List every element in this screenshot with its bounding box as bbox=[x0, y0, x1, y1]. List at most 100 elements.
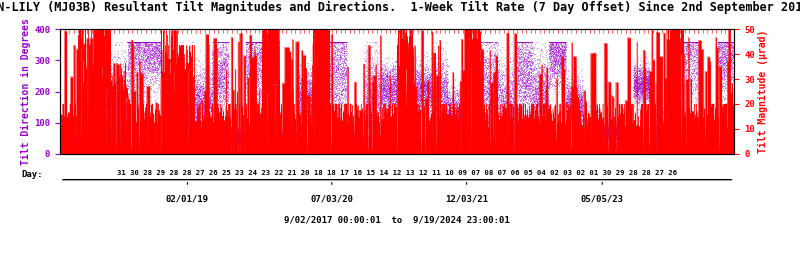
Point bbox=[370, 125, 382, 129]
Point bbox=[102, 85, 115, 89]
Point bbox=[633, 80, 646, 84]
Point bbox=[621, 125, 634, 129]
Point bbox=[496, 120, 509, 124]
Point bbox=[574, 103, 587, 107]
Point bbox=[450, 125, 462, 130]
Point bbox=[240, 52, 253, 57]
Point bbox=[578, 132, 590, 136]
Point bbox=[338, 44, 351, 48]
Point bbox=[200, 93, 213, 98]
Point bbox=[726, 40, 738, 44]
Point bbox=[438, 84, 450, 88]
Point bbox=[265, 44, 278, 48]
Point bbox=[321, 75, 334, 79]
Point bbox=[468, 69, 481, 73]
Point bbox=[386, 99, 399, 103]
Point bbox=[530, 92, 542, 96]
Point bbox=[76, 134, 89, 138]
Point bbox=[269, 40, 282, 44]
Point bbox=[122, 77, 135, 81]
Point bbox=[546, 49, 558, 53]
Point bbox=[251, 40, 264, 44]
Point bbox=[451, 83, 464, 87]
Point bbox=[340, 132, 353, 136]
Point bbox=[342, 134, 354, 138]
Point bbox=[522, 76, 534, 80]
Point bbox=[171, 121, 184, 125]
Point bbox=[309, 97, 322, 101]
Point bbox=[462, 40, 475, 44]
Point bbox=[463, 82, 476, 86]
Point bbox=[68, 129, 81, 133]
Point bbox=[62, 140, 75, 144]
Point bbox=[425, 95, 438, 99]
Point bbox=[255, 72, 268, 76]
Point bbox=[622, 128, 635, 132]
Point bbox=[491, 81, 504, 85]
Point bbox=[241, 66, 254, 70]
Point bbox=[63, 144, 76, 148]
Point bbox=[237, 139, 250, 143]
Point bbox=[96, 53, 109, 57]
Point bbox=[192, 94, 205, 98]
Point bbox=[401, 133, 414, 137]
Point bbox=[85, 142, 98, 146]
Point bbox=[642, 78, 655, 82]
Point bbox=[176, 111, 189, 115]
Point bbox=[135, 47, 148, 51]
Point bbox=[216, 43, 229, 47]
Point bbox=[152, 51, 165, 55]
Point bbox=[308, 104, 321, 109]
Point bbox=[240, 52, 253, 56]
Point bbox=[473, 73, 486, 77]
Point bbox=[670, 148, 683, 152]
Point bbox=[590, 130, 603, 134]
Point bbox=[154, 40, 166, 44]
Point bbox=[314, 98, 327, 102]
Point bbox=[255, 52, 268, 56]
Point bbox=[618, 129, 630, 133]
Point bbox=[672, 131, 685, 135]
Point bbox=[276, 132, 289, 136]
Point bbox=[663, 148, 676, 152]
Point bbox=[213, 48, 226, 52]
Point bbox=[505, 138, 518, 142]
Point bbox=[495, 111, 508, 115]
Point bbox=[158, 134, 170, 138]
Point bbox=[101, 44, 114, 48]
Point bbox=[533, 79, 546, 83]
Point bbox=[514, 104, 526, 109]
Point bbox=[455, 106, 468, 110]
Point bbox=[696, 141, 709, 145]
Point bbox=[181, 127, 194, 131]
Point bbox=[234, 126, 246, 131]
Point bbox=[449, 122, 462, 126]
Point bbox=[678, 152, 690, 156]
Point bbox=[665, 128, 678, 132]
Point bbox=[230, 140, 242, 144]
Point bbox=[152, 86, 165, 90]
Point bbox=[387, 97, 400, 101]
Point bbox=[68, 151, 81, 155]
Point bbox=[181, 144, 194, 148]
Point bbox=[134, 40, 147, 44]
Point bbox=[665, 123, 678, 127]
Point bbox=[428, 102, 441, 106]
Point bbox=[162, 143, 174, 147]
Point bbox=[482, 106, 494, 110]
Point bbox=[651, 140, 664, 144]
Point bbox=[530, 86, 543, 90]
Point bbox=[97, 89, 110, 93]
Point bbox=[650, 94, 663, 98]
Point bbox=[62, 144, 75, 148]
Point bbox=[302, 98, 314, 102]
Point bbox=[470, 58, 482, 62]
Point bbox=[186, 77, 199, 81]
Point bbox=[702, 131, 714, 135]
Point bbox=[61, 142, 74, 146]
Point bbox=[185, 112, 198, 116]
Point bbox=[62, 139, 74, 143]
Point bbox=[667, 143, 680, 147]
Point bbox=[267, 40, 280, 44]
Point bbox=[404, 127, 417, 131]
